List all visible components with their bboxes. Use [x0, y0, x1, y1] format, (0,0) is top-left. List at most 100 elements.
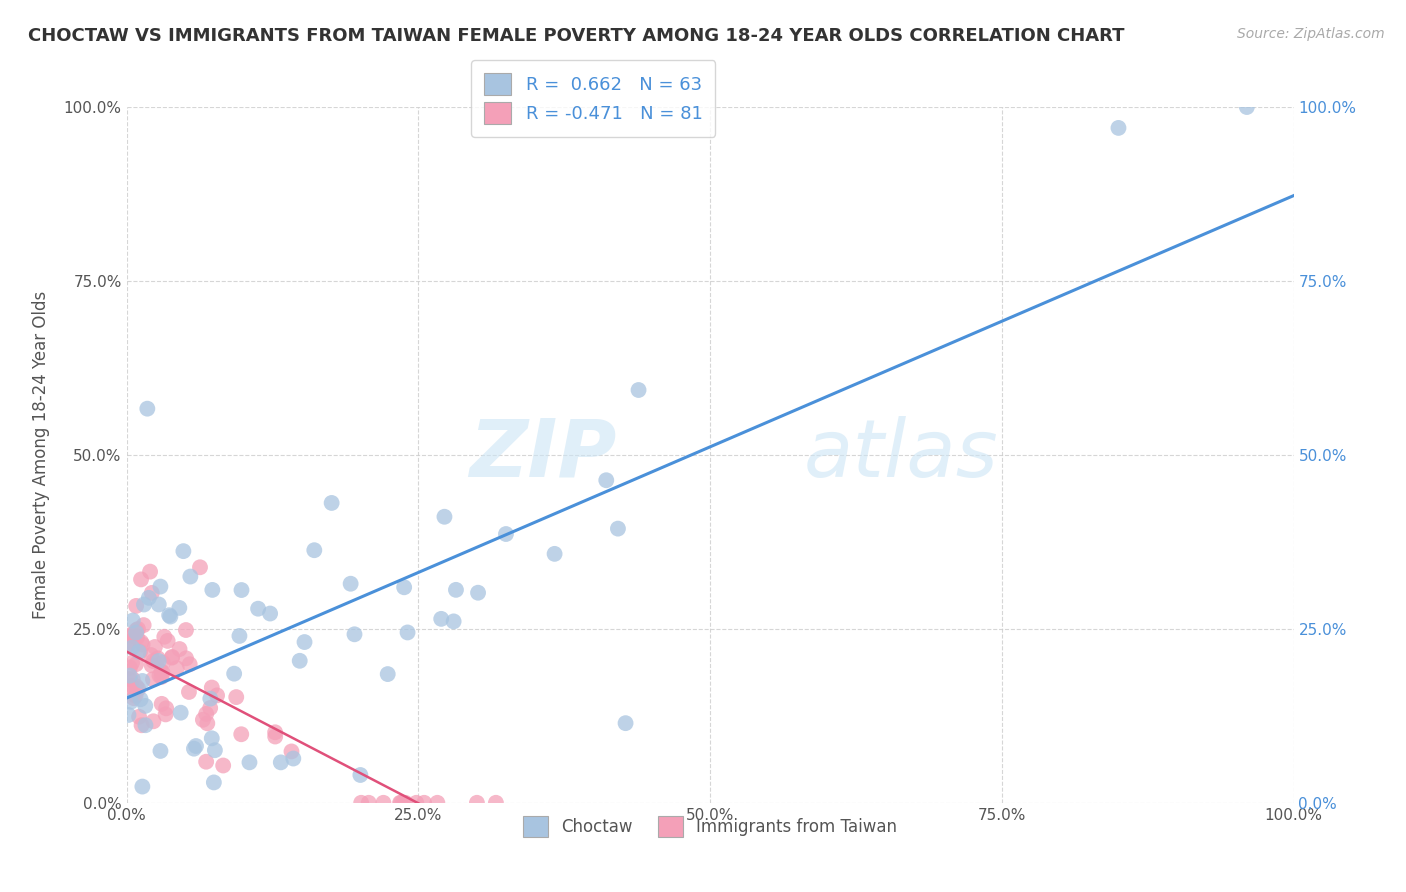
- Point: [118, 682, 141, 697]
- Point: [152, 665, 174, 680]
- Point: [349, 768, 371, 782]
- Point: [117, 672, 139, 686]
- Point: [426, 796, 449, 810]
- Point: [231, 582, 253, 597]
- Point: [142, 672, 165, 686]
- Point: [201, 731, 224, 746]
- Point: [121, 614, 143, 628]
- Point: [259, 607, 281, 621]
- Point: [294, 635, 316, 649]
- Point: [125, 599, 148, 613]
- Point: [127, 681, 149, 696]
- Point: [392, 580, 415, 594]
- Point: [195, 755, 218, 769]
- Point: [131, 673, 153, 688]
- Point: [129, 635, 152, 649]
- Point: [125, 625, 148, 640]
- Point: [149, 744, 172, 758]
- Point: [174, 651, 197, 665]
- Y-axis label: Female Poverty Among 18-24 Year Olds: Female Poverty Among 18-24 Year Olds: [32, 291, 49, 619]
- Point: [201, 582, 224, 597]
- Point: [264, 730, 287, 744]
- Point: [543, 547, 565, 561]
- Point: [1108, 120, 1130, 135]
- Point: [129, 692, 152, 706]
- Point: [125, 623, 148, 637]
- Point: [224, 666, 246, 681]
- Point: [405, 796, 427, 810]
- Point: [191, 713, 214, 727]
- Point: [121, 679, 143, 693]
- Point: [339, 576, 361, 591]
- Point: [148, 598, 170, 612]
- Point: [443, 615, 465, 629]
- Point: [169, 601, 191, 615]
- Point: [121, 640, 143, 655]
- Point: [155, 707, 177, 722]
- Point: [134, 698, 156, 713]
- Point: [127, 622, 149, 636]
- Point: [125, 679, 148, 693]
- Point: [394, 796, 416, 810]
- Point: [118, 668, 141, 682]
- Point: [134, 718, 156, 732]
- Point: [131, 780, 153, 794]
- Point: [389, 796, 412, 810]
- Point: [201, 681, 224, 695]
- Point: [304, 543, 326, 558]
- Point: [204, 743, 226, 757]
- Point: [264, 725, 287, 739]
- Point: [148, 654, 170, 668]
- Point: [150, 665, 173, 679]
- Point: [131, 718, 153, 732]
- Point: [150, 697, 173, 711]
- Point: [321, 496, 343, 510]
- Point: [495, 527, 517, 541]
- Point: [430, 612, 453, 626]
- Point: [128, 645, 150, 659]
- Point: [121, 672, 143, 686]
- Point: [195, 706, 218, 721]
- Point: [152, 656, 174, 670]
- Point: [120, 695, 142, 709]
- Point: [148, 668, 170, 682]
- Point: [1236, 100, 1258, 114]
- Point: [142, 654, 165, 668]
- Point: [433, 509, 456, 524]
- Point: [160, 649, 183, 664]
- Point: [198, 701, 221, 715]
- Point: [228, 629, 250, 643]
- Point: [212, 758, 235, 772]
- Point: [153, 630, 176, 644]
- Point: [166, 661, 188, 675]
- Point: [117, 638, 139, 652]
- Point: [350, 796, 373, 810]
- Point: [120, 628, 142, 642]
- Point: [132, 618, 155, 632]
- Point: [138, 591, 160, 605]
- Point: [141, 658, 163, 673]
- Point: [183, 741, 205, 756]
- Point: [413, 796, 436, 810]
- Point: [270, 756, 292, 770]
- Point: [485, 796, 508, 810]
- Point: [195, 716, 218, 731]
- Text: atlas: atlas: [803, 416, 998, 494]
- Point: [200, 691, 222, 706]
- Point: [184, 739, 207, 753]
- Point: [139, 648, 162, 662]
- Point: [247, 601, 270, 615]
- Text: Source: ZipAtlas.com: Source: ZipAtlas.com: [1237, 27, 1385, 41]
- Point: [627, 383, 650, 397]
- Point: [288, 654, 311, 668]
- Point: [170, 706, 193, 720]
- Point: [231, 727, 253, 741]
- Point: [202, 775, 225, 789]
- Point: [174, 623, 197, 637]
- Point: [146, 651, 169, 665]
- Point: [444, 582, 467, 597]
- Point: [139, 565, 162, 579]
- Text: ZIP: ZIP: [470, 416, 617, 494]
- Point: [607, 522, 630, 536]
- Point: [115, 638, 138, 652]
